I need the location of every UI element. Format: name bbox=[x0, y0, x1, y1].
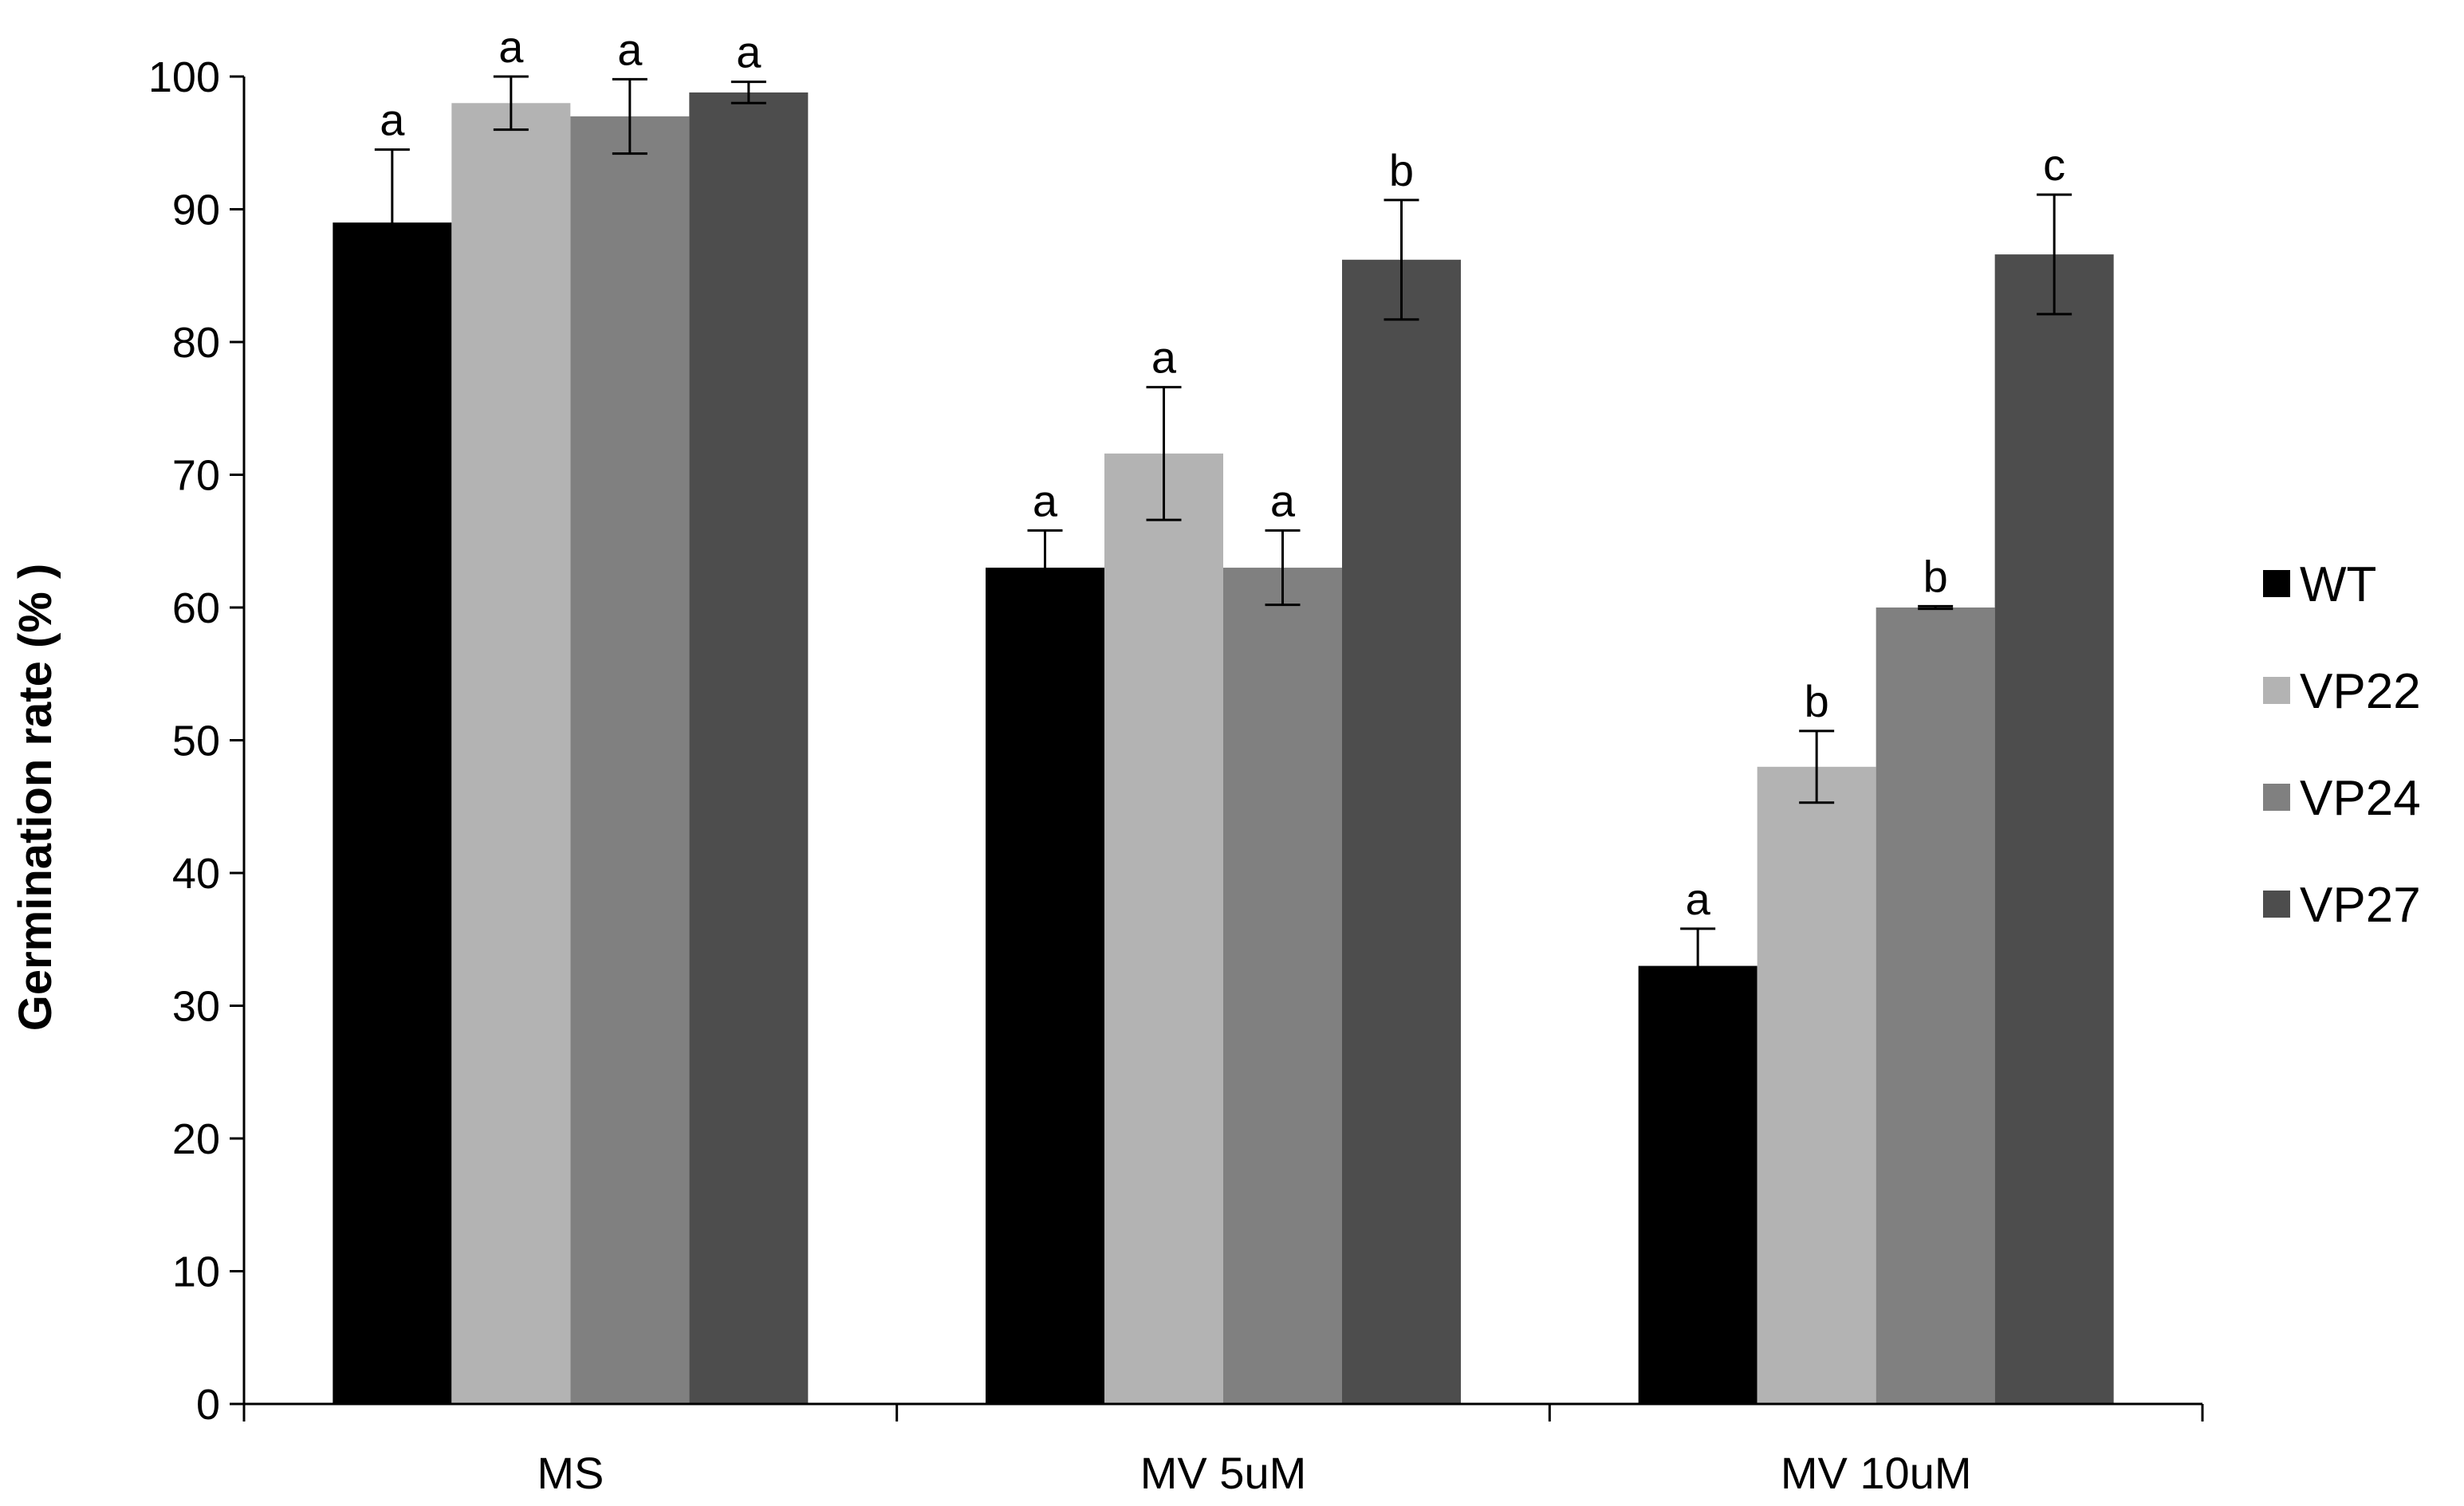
legend-label: WT bbox=[2300, 557, 2376, 612]
bars-layer bbox=[333, 92, 2114, 1405]
axes-layer: 0 10 20 30 40 50 60 70 80 90 100 MS MV 5uM MV 10uM bbox=[148, 53, 2204, 1498]
significance-label: a bbox=[1033, 475, 1058, 525]
y-tick-label: 0 bbox=[196, 1381, 220, 1429]
legend-swatch bbox=[2263, 677, 2290, 704]
y-tick-label: 70 bbox=[172, 452, 220, 500]
bar bbox=[1638, 965, 1757, 1404]
significance-label: b bbox=[1923, 551, 1948, 601]
y-tick-label: 60 bbox=[172, 584, 220, 632]
legend-label: VP24 bbox=[2300, 771, 2421, 826]
legend-label: VP22 bbox=[2300, 664, 2421, 719]
legend: WT VP22 VP24 VP27 bbox=[2263, 557, 2421, 933]
x-category-label: MV 5uM bbox=[1140, 1448, 1307, 1498]
x-category-label: MS bbox=[537, 1448, 604, 1498]
y-tick-label: 10 bbox=[172, 1248, 220, 1296]
significance-label: a bbox=[1686, 874, 1711, 924]
bar bbox=[1342, 259, 1461, 1404]
y-tick-label: 50 bbox=[172, 718, 220, 765]
significance-label: a bbox=[380, 95, 405, 145]
significance-label: a bbox=[1151, 332, 1177, 383]
bar bbox=[1876, 608, 1995, 1404]
y-tick-label: 20 bbox=[172, 1115, 220, 1163]
bar bbox=[1994, 254, 2114, 1404]
legend-swatch bbox=[2263, 891, 2290, 918]
bar bbox=[1104, 453, 1223, 1404]
legend-swatch bbox=[2263, 570, 2290, 597]
bar bbox=[986, 568, 1104, 1404]
legend-label: VP27 bbox=[2300, 878, 2421, 933]
significance-label: b bbox=[1805, 676, 1829, 726]
y-tick-label: 40 bbox=[172, 850, 220, 898]
bar bbox=[1223, 568, 1342, 1404]
error-bars-layer bbox=[374, 75, 2072, 1005]
legend-swatch bbox=[2263, 784, 2290, 811]
bar bbox=[1757, 766, 1876, 1404]
y-tick-label: 90 bbox=[172, 187, 220, 234]
significance-label: a bbox=[736, 27, 762, 77]
bar bbox=[451, 103, 571, 1404]
y-tick-label: 30 bbox=[172, 983, 220, 1031]
y-tick-label: 80 bbox=[172, 319, 220, 367]
bar bbox=[333, 222, 452, 1404]
significance-labels-layer: a a a a a a a b a b b c bbox=[380, 22, 2065, 924]
bar bbox=[689, 92, 809, 1405]
y-axis-title: Germination rate (% ) bbox=[10, 564, 61, 1032]
significance-label: a bbox=[617, 24, 643, 74]
x-category-label: MV 10uM bbox=[1781, 1448, 1972, 1498]
y-tick-label: 100 bbox=[148, 53, 220, 101]
significance-label: b bbox=[1389, 145, 1414, 195]
bar bbox=[570, 116, 690, 1405]
significance-label: c bbox=[2043, 140, 2065, 190]
significance-label: a bbox=[498, 22, 524, 72]
significance-label: a bbox=[1270, 475, 1296, 525]
